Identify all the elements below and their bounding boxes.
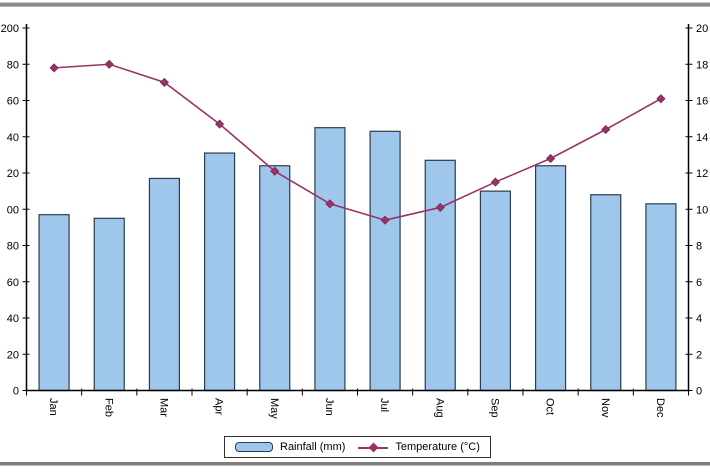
- rainfall-bar-jul: [369, 130, 401, 392]
- rainfall-bar-oct: [534, 165, 567, 392]
- right-axis-tick-label: 6: [696, 277, 702, 289]
- temperature-marker-jun: [325, 199, 335, 209]
- temperature-marker-feb: [104, 59, 114, 69]
- x-axis-label-oct: Oct: [544, 398, 556, 415]
- right-axis-tick-label: 4: [696, 313, 702, 325]
- left-axis-tick-label: 00: [7, 204, 19, 216]
- x-axis-label-sep: Sep: [488, 398, 500, 418]
- rainfall-bar-dec: [645, 203, 677, 392]
- right-axis-tick-label: 10: [696, 204, 708, 216]
- right-axis-tick-label: 12: [696, 168, 708, 180]
- rainfall-bar-sep: [479, 190, 512, 392]
- x-axis-label-dec: Dec: [654, 398, 666, 418]
- rainfall-bar-jun: [314, 127, 346, 392]
- rainfall-bar-mar: [148, 177, 181, 392]
- right-axis-tick-label: 20: [696, 23, 708, 35]
- x-axis-label-nov: Nov: [599, 398, 611, 418]
- left-axis-tick-label: 80: [7, 59, 19, 71]
- temperature-marker-jan: [49, 63, 59, 73]
- chart-bottom-border: [0, 462, 710, 466]
- left-axis-tick-label: 60: [7, 96, 19, 108]
- x-axis-label-aug: Aug: [433, 398, 445, 418]
- rainfall-legend-swatch-icon: [235, 442, 273, 452]
- temperature-marker-nov: [601, 124, 611, 135]
- left-axis-tick-label: 20: [7, 349, 19, 361]
- rainfall-bar-jan: [38, 214, 70, 392]
- temperature-legend-swatch-icon: [358, 442, 389, 452]
- temperature-marker-apr: [215, 119, 225, 129]
- x-axis-label-mar: Mar: [157, 398, 169, 417]
- left-axis-tick-label: 80: [7, 241, 19, 253]
- x-axis-label-jan: Jan: [47, 398, 59, 416]
- right-axis-tick-label: 8: [696, 241, 702, 253]
- temperature-marker-aug: [435, 202, 445, 213]
- rainfall-legend-label: Rainfall (mm): [280, 440, 346, 453]
- right-axis-tick-label: 2: [696, 349, 702, 361]
- left-axis-tick-label: 200: [1, 23, 19, 35]
- rainfall-bar-feb: [93, 217, 125, 392]
- chart-top-border: [0, 2, 710, 7]
- right-axis-tick-label: 14: [696, 132, 708, 144]
- temperature-marker-dec: [656, 94, 666, 104]
- chart-legend: Rainfall (mm) Temperature (°C): [224, 436, 491, 458]
- right-axis-tick-label: 18: [696, 59, 708, 71]
- x-axis-label-jul: Jul: [378, 398, 390, 412]
- rainfall-bar-apr: [203, 152, 236, 392]
- temperature-marker-oct: [546, 153, 556, 164]
- right-axis-tick-label: 0: [696, 386, 702, 398]
- temperature-marker-icon: [368, 442, 379, 452]
- temperature-marker-may: [270, 166, 280, 176]
- temperature-marker-mar: [159, 77, 169, 87]
- left-axis-tick-label: 40: [7, 132, 19, 144]
- temperature-marker-sep: [490, 177, 500, 187]
- rainfall-bar-nov: [590, 194, 622, 392]
- rainfall-bar-may: [259, 165, 291, 392]
- temperature-line: [54, 63, 662, 221]
- left-axis-tick-label: 40: [7, 313, 19, 325]
- rainfall-bar-aug: [424, 159, 456, 392]
- left-axis-tick-label: 60: [7, 277, 19, 289]
- x-axis-label-may: May: [268, 398, 280, 419]
- x-axis-label-apr: Apr: [213, 398, 225, 415]
- x-axis-label-jun: Jun: [323, 398, 335, 416]
- temperature-marker-jul: [380, 215, 390, 225]
- left-axis-tick-label: 0: [13, 386, 19, 398]
- left-axis-tick-label: 20: [7, 168, 19, 180]
- x-axis-label-feb: Feb: [102, 398, 114, 417]
- temperature-legend-label: Temperature (°C): [395, 440, 480, 453]
- right-axis-tick-label: 16: [696, 96, 708, 108]
